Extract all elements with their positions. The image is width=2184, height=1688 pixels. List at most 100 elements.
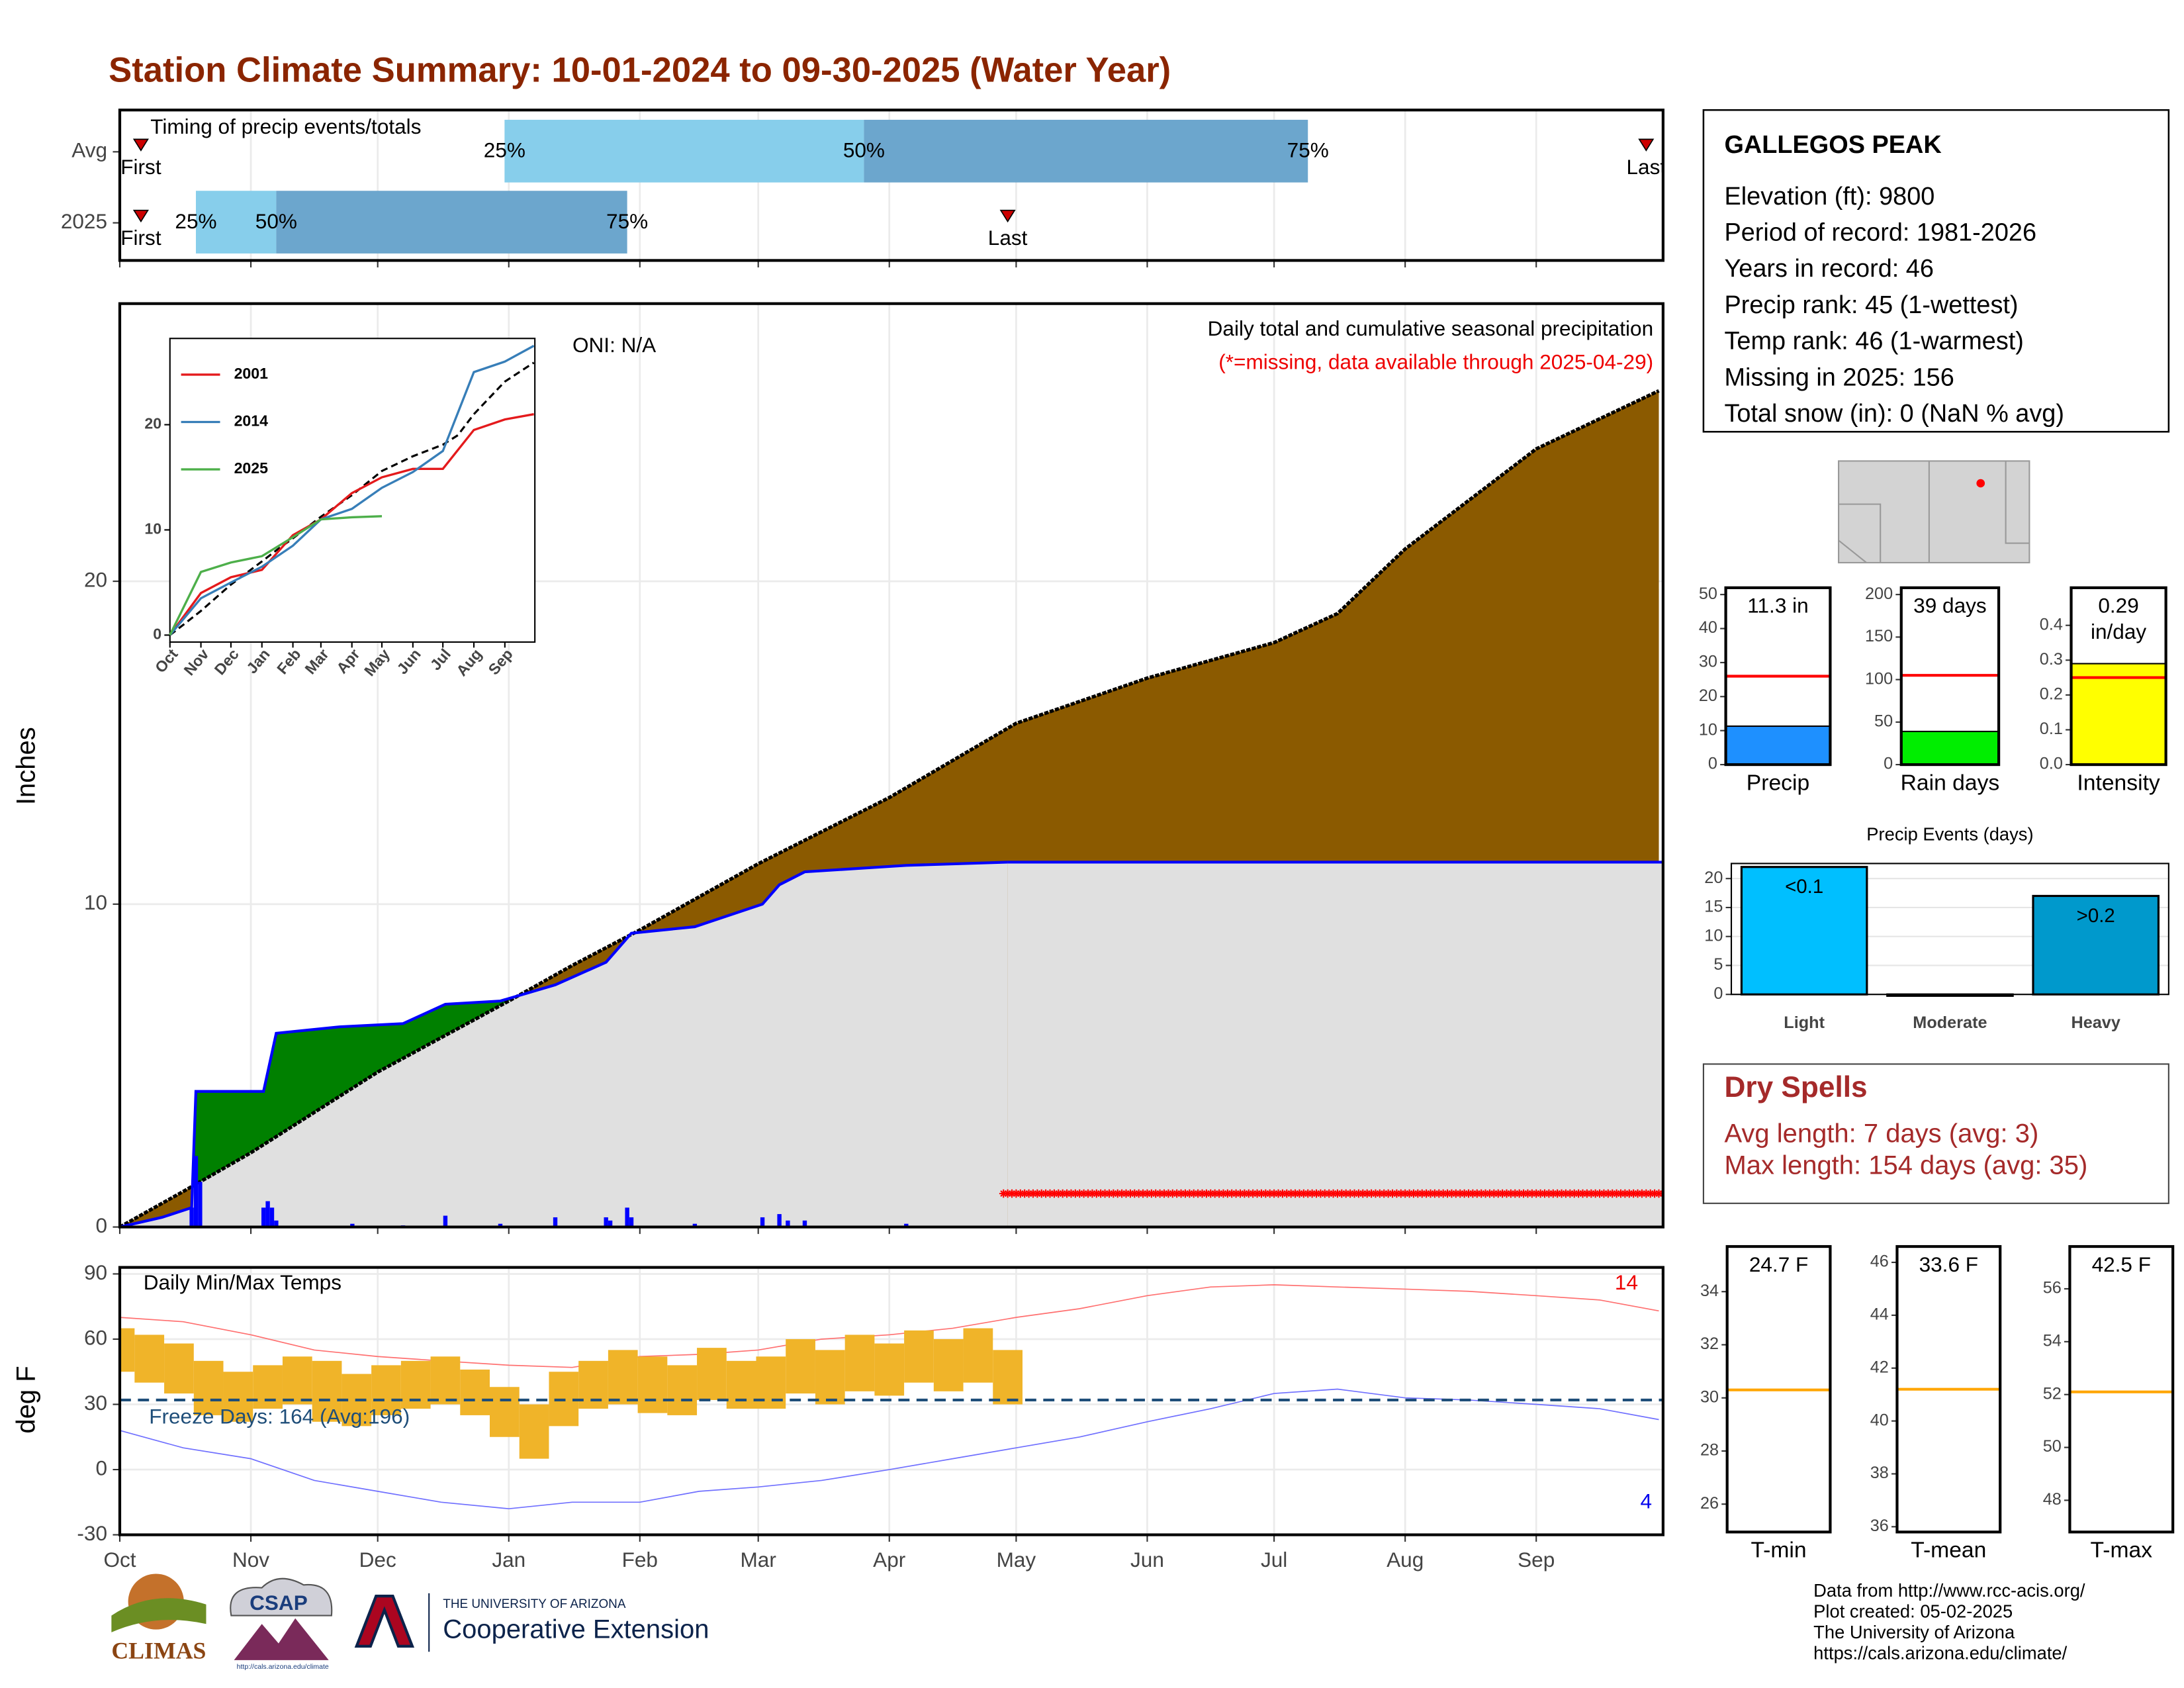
marker-label: First — [120, 226, 161, 250]
y-tick-label: 15 — [1704, 898, 1723, 916]
y-tick-label: 0 — [153, 626, 161, 643]
y-tick-label: 100 — [1865, 669, 1893, 688]
event-marker — [1638, 138, 1655, 152]
bar — [2032, 894, 2160, 996]
inset-bg — [169, 338, 536, 643]
temp-range-bar — [400, 1360, 431, 1409]
y-tick-label: 30 — [1700, 1387, 1719, 1406]
quantile-label: 75% — [1287, 138, 1329, 162]
y-tick-label: 0.3 — [2040, 650, 2063, 669]
chart-subtitle: (*=missing, data available through 2025-… — [1218, 350, 1653, 373]
daily-bar — [350, 1223, 355, 1227]
climas-label: CLIMAS — [111, 1638, 206, 1664]
y-tick-label: 10 — [1704, 926, 1723, 945]
x-tick-label: Jul — [1261, 1548, 1287, 1571]
marker-label: Last — [988, 226, 1028, 250]
y-tick-label: 200 — [1865, 585, 1893, 603]
timing-bar — [195, 191, 277, 254]
daily-bar — [802, 1220, 807, 1227]
y-tick-label: 5 — [1713, 955, 1723, 974]
footer-line: Data from http://www.rcc-acis.org/ — [1813, 1580, 2085, 1601]
temp-range-bar — [119, 1328, 135, 1372]
temp-range-bar — [933, 1338, 964, 1391]
info-box — [1702, 109, 2170, 433]
quantile-label: 50% — [255, 209, 297, 233]
ua-logo — [354, 1595, 415, 1648]
daily-bar — [261, 1207, 266, 1227]
series-line — [169, 344, 535, 636]
station-dot — [1976, 479, 1985, 488]
daily-bar — [498, 1223, 503, 1227]
y-tick-label: 10 — [84, 890, 107, 914]
bar-label: <0.1 — [1785, 876, 1823, 898]
temp-range-bar — [993, 1350, 1023, 1405]
panel-border — [1730, 863, 2169, 996]
x-tick-label: Oct — [103, 1548, 136, 1571]
y-tick-label: 50 — [1699, 585, 1717, 603]
y-tick-label: 0.1 — [2040, 720, 2063, 738]
x-tick-label: Nov — [232, 1548, 269, 1571]
dry-spells-line: Avg length: 7 days (avg: 3) — [1724, 1119, 2038, 1148]
record-min-line — [119, 1388, 1659, 1510]
temp-range-bar — [726, 1360, 756, 1409]
y-tick-label: 20 — [1704, 868, 1723, 887]
temp-range-bar — [904, 1330, 934, 1383]
daily-bar — [193, 1156, 199, 1227]
y-tick-label: 26 — [1700, 1494, 1719, 1513]
temp-range-bar — [371, 1365, 401, 1415]
y-tick-label: 40 — [1870, 1411, 1889, 1429]
y-tick-label: -30 — [77, 1521, 107, 1545]
footer-line: The University of Arizona — [1813, 1622, 2015, 1642]
chart-title: Precip Events (days) — [1866, 824, 2033, 845]
location-map — [1838, 460, 2030, 564]
y-tick-label: 0 — [96, 1456, 108, 1479]
y-tick-label: Avg — [71, 138, 107, 162]
y-tick-label: 60 — [84, 1325, 107, 1349]
y-tick-label: 0 — [1708, 755, 1717, 773]
daily-bar — [904, 1223, 909, 1227]
temp-range-bar — [193, 1360, 224, 1415]
record-max-line — [119, 1284, 1659, 1368]
marker-label: Last — [1627, 155, 1666, 179]
base-area-hold — [1007, 862, 1663, 1227]
temp-range-bar — [282, 1356, 312, 1405]
x-tick-label: Feb — [622, 1548, 658, 1571]
y-tick-label: 2025 — [61, 209, 107, 233]
daily-bar — [189, 1207, 194, 1227]
y-tick-label: 0 — [1713, 984, 1723, 1003]
record-high-count: 14 — [1615, 1270, 1638, 1294]
logos: CLIMAS CSAP http://cals.arizona.edu/clim… — [111, 1573, 709, 1671]
temp-range-bar — [815, 1350, 845, 1405]
quantile-label: 25% — [484, 138, 525, 162]
station-name: GALLEGOS PEAK — [1724, 131, 1941, 159]
dry-spells-box — [1702, 1063, 2169, 1204]
legend-label: 2001 — [234, 365, 269, 382]
dry-spells-title: Dry Spells — [1724, 1071, 1867, 1103]
panel-border — [1895, 1244, 2002, 1534]
summary-bar — [2071, 663, 2166, 765]
daily-bar — [604, 1217, 608, 1227]
daily-bar — [608, 1220, 613, 1227]
temp-range-bar — [164, 1343, 194, 1394]
y-tick-label: 32 — [1700, 1335, 1719, 1353]
plot-area — [119, 1284, 1663, 1510]
category-label: Rain days — [1901, 771, 2000, 795]
y-tick-label: 44 — [1870, 1305, 1889, 1324]
extension-name: Cooperative Extension — [443, 1615, 709, 1644]
quantile-label: 50% — [843, 138, 885, 162]
chart-title: Daily total and cumulative seasonal prec… — [1208, 316, 1653, 340]
temp-range-bar — [134, 1335, 165, 1383]
info-line: Missing in 2025: 156 — [1724, 363, 1954, 391]
y-tick-label: 50 — [1874, 712, 1893, 731]
info-line: Precip rank: 45 (1-wettest) — [1724, 291, 2018, 319]
y-axis-title: Inches — [12, 727, 41, 805]
y-tick-label: 48 — [2043, 1490, 2062, 1509]
state-border — [1838, 461, 1930, 563]
dry-spells-line: Max length: 154 days (avg: 35) — [1724, 1151, 2087, 1180]
y-tick-label: 40 — [1699, 618, 1717, 637]
y-tick-label: 20 — [144, 415, 161, 432]
event-marker — [132, 138, 149, 152]
x-tick-label: Dec — [359, 1548, 396, 1571]
x-tick-label: Moderate — [1913, 1013, 1987, 1032]
x-tick-label: Jun — [1130, 1548, 1164, 1571]
